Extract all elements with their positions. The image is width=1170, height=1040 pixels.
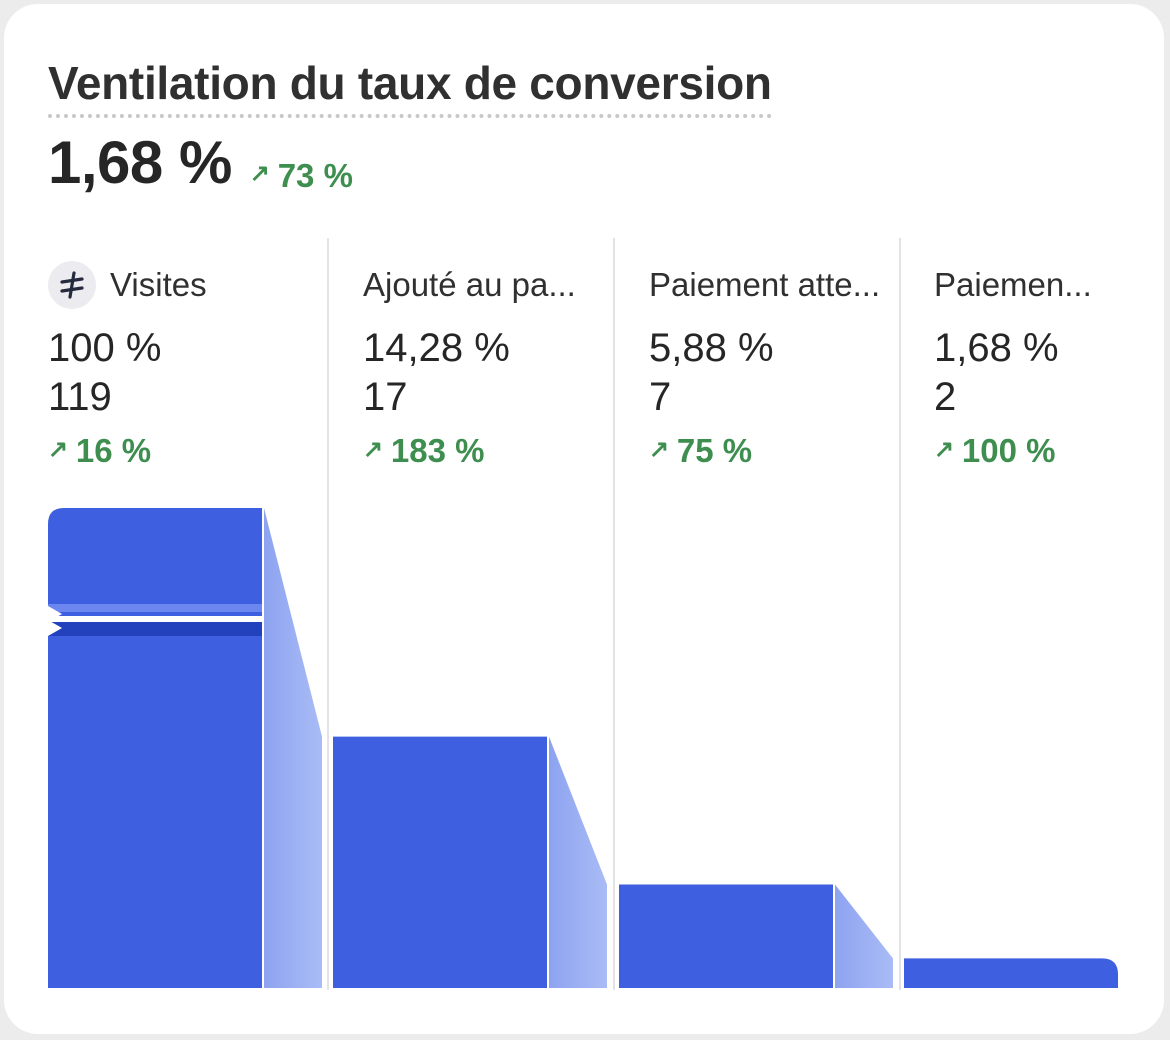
arrow-up-right-icon: ↗: [649, 435, 669, 463]
funnel-bar-3: [619, 884, 833, 988]
axis-break-gap: [48, 616, 262, 622]
funnel-step-trend-value: 75 %: [676, 432, 753, 469]
arrow-up-right-icon: ↗: [363, 435, 383, 463]
arrow-up-right-icon: ↗: [249, 160, 270, 187]
funnel-step-percent: 100 %: [48, 326, 162, 370]
funnel-step-label: Visites: [48, 258, 207, 312]
funnel-step-added-to-cart: Ajouté au pa... 14,28 % 17 ↗ 183 %: [363, 258, 576, 470]
funnel-step-trend: ↗ 16 %: [48, 432, 151, 470]
funnel-bar-2: [333, 736, 547, 988]
conversion-rate-value: 1,68 %: [48, 129, 232, 196]
funnel-step-count: 7: [649, 375, 672, 419]
funnel-step-label[interactable]: Paiement atte...: [649, 266, 881, 303]
funnel-bar-4: [904, 958, 1118, 988]
funnel-step-trend-value: 16 %: [75, 432, 152, 469]
conversion-rate-trend-value: 73 %: [277, 156, 353, 194]
funnel-step-payment: Paiemen... 1,68 % 2 ↗ 100 %: [934, 258, 1092, 470]
column-divider: [613, 238, 615, 990]
funnel-step-percent: 1,68 %: [934, 326, 1059, 370]
funnel-connector-2: [549, 736, 607, 988]
funnel-step-checkout-reached: Paiement atte... 5,88 % 7 ↗ 75 %: [649, 258, 880, 470]
funnel-bar-1: [48, 508, 262, 988]
column-divider: [327, 238, 329, 990]
axis-break-band-dark: [48, 622, 262, 636]
funnel-step-trend-value: 100 %: [961, 432, 1056, 469]
funnel-step-count: 17: [363, 375, 408, 419]
funnel-step-label[interactable]: Paiemen...: [934, 266, 1092, 303]
funnel-step-trend: ↗ 183 %: [363, 432, 484, 470]
funnel-step-count: 119: [48, 375, 112, 419]
funnel-step-trend-value: 183 %: [390, 432, 485, 469]
funnel-connector-1: [264, 508, 322, 988]
arrow-up-right-icon: ↗: [934, 435, 954, 463]
axis-break-notch: [48, 606, 62, 622]
funnel-step-percent: 14,28 %: [363, 326, 510, 370]
funnel-step-label-text: Visites: [110, 266, 207, 303]
conversion-rate-trend: ↗ 73 %: [250, 157, 353, 195]
funnel-step-trend: ↗ 100 %: [934, 432, 1055, 470]
axis-break-band-light: [48, 604, 262, 612]
arrow-up-right-icon: ↗: [48, 435, 68, 463]
funnel-step-label[interactable]: Ajouté au pa...: [363, 266, 576, 303]
funnel-step-trend: ↗ 75 %: [649, 432, 752, 470]
funnel-step-visits: Visites 100 % 119 ↗ 16 %: [48, 258, 207, 470]
funnel-step-count: 2: [934, 375, 957, 419]
column-divider: [899, 238, 901, 990]
headline-metric: 1,68 % ↗ 73 %: [48, 128, 353, 197]
channel-icon: [48, 261, 96, 309]
axis-break-notch: [48, 620, 62, 636]
card-title[interactable]: Ventilation du taux de conversion: [48, 56, 772, 118]
funnel-connector-3: [835, 884, 893, 988]
funnel-step-percent: 5,88 %: [649, 326, 774, 370]
